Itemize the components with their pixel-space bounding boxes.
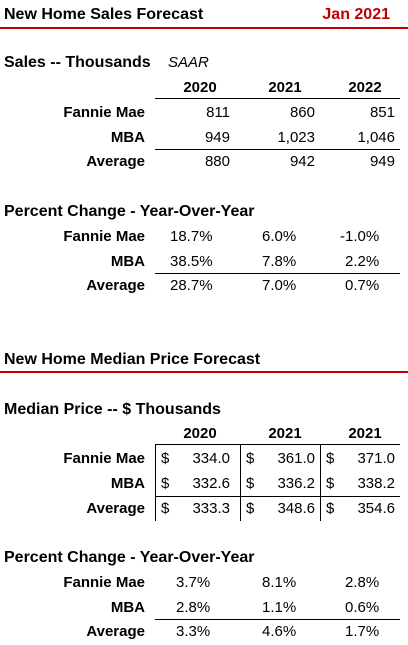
price-pct-cell: 2.8% (176, 599, 211, 616)
price-col-separator (155, 444, 156, 521)
sales-pct-cell: -1.0% (340, 228, 380, 245)
sales-pct-cell: 18.7% (170, 228, 213, 245)
currency-symbol: $ (246, 475, 255, 492)
price-cell: 332.6 (192, 475, 230, 492)
price-cell: 336.2 (277, 475, 315, 492)
price-cell: 333.3 (192, 500, 230, 517)
price-cell: 354.6 (357, 500, 395, 517)
sales-row-label: Average (86, 153, 145, 170)
sales-cell: 880 (204, 153, 230, 170)
sales-cell: 1,023 (277, 129, 315, 146)
price-row-label: Average (86, 500, 145, 517)
sales-heading: Sales -- Thousands (4, 54, 151, 71)
sales-pct-cell: 28.7% (170, 277, 213, 294)
sales-total-rule (155, 149, 400, 150)
price-header-divider (0, 371, 408, 373)
currency-symbol: $ (161, 500, 170, 517)
price-pct-row-label: MBA (110, 599, 145, 616)
price-col-separator (320, 444, 321, 521)
price-cell: 338.2 (357, 475, 395, 492)
sales-year-header: 2021 (268, 79, 302, 96)
price-cell: 371.0 (357, 450, 395, 467)
sales-year-header: 2020 (183, 79, 217, 96)
sales-pct-cell: 7.0% (262, 277, 297, 294)
price-pct-row-label: Average (86, 623, 145, 640)
price-cell: 334.0 (192, 450, 230, 467)
sales-cell: 949 (204, 129, 230, 146)
price-pct-cell: 8.1% (262, 574, 297, 591)
price-section-title: New Home Median Price Forecast (4, 351, 261, 368)
sales-header-rule (155, 98, 400, 99)
price-col-separator (240, 444, 241, 521)
price-heading: Median Price -- $ Thousands (4, 401, 221, 418)
price-row-label: Fannie Mae (63, 450, 145, 467)
sales-row-label: MBA (110, 129, 145, 146)
sales-pct-cell: 0.7% (345, 277, 380, 294)
sales-pct-cell: 38.5% (170, 253, 213, 270)
sales-pct-cell: 2.2% (345, 253, 380, 270)
sales-pct-row-label: MBA (110, 253, 145, 270)
sales-pct-row-label: Average (86, 277, 145, 294)
price-year-header: 2021 (268, 425, 302, 442)
price-pct-cell: 2.8% (345, 574, 380, 591)
currency-symbol: $ (326, 475, 335, 492)
price-pct-cell: 3.3% (176, 623, 211, 640)
sales-cell: 811 (206, 104, 230, 121)
sales-cell: 860 (289, 104, 315, 121)
sales-year-header: 2022 (348, 79, 382, 96)
price-pct-cell: 1.1% (262, 599, 297, 616)
price-pct-cell: 0.6% (345, 599, 380, 616)
price-cell: 348.6 (277, 500, 315, 517)
sales-pct-heading: Percent Change - Year-Over-Year (4, 203, 255, 220)
price-cell: 361.0 (277, 450, 315, 467)
price-pct-cell: 3.7% (176, 574, 211, 591)
price-year-header: 2020 (183, 425, 217, 442)
currency-symbol: $ (246, 450, 255, 467)
price-year-header: 2021 (348, 425, 382, 442)
price-header-rule (155, 444, 400, 445)
sales-pct-row-label: Fannie Mae (63, 228, 145, 245)
sales-pct-cell: 7.8% (262, 253, 297, 270)
sales-unit: SAAR (168, 54, 209, 71)
sales-cell: 942 (289, 153, 315, 170)
sales-cell: 851 (369, 104, 395, 121)
price-pct-row-label: Fannie Mae (63, 574, 145, 591)
currency-symbol: $ (326, 500, 335, 517)
price-pct-total-rule (155, 619, 400, 620)
page-title: New Home Sales Forecast (4, 6, 204, 23)
header-divider (0, 27, 408, 29)
currency-symbol: $ (161, 450, 170, 467)
sales-pct-cell: 6.0% (262, 228, 297, 245)
currency-symbol: $ (161, 475, 170, 492)
currency-symbol: $ (246, 500, 255, 517)
price-pct-cell: 4.6% (262, 623, 297, 640)
price-total-rule (155, 496, 400, 497)
report-date: Jan 2021 (322, 6, 390, 23)
price-row-label: MBA (110, 475, 145, 492)
currency-symbol: $ (326, 450, 335, 467)
sales-pct-total-rule (155, 273, 400, 274)
sales-row-label: Fannie Mae (63, 104, 145, 121)
sales-cell: 949 (369, 153, 395, 170)
sales-cell: 1,046 (357, 129, 395, 146)
price-pct-heading: Percent Change - Year-Over-Year (4, 549, 255, 566)
price-pct-cell: 1.7% (345, 623, 380, 640)
